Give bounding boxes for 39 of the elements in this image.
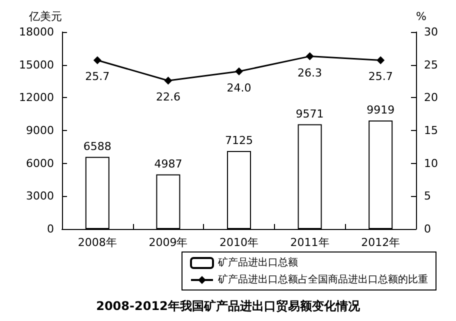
y2-tick-label: 30 — [424, 26, 438, 38]
point — [164, 76, 172, 85]
data-label: 22.6 — [156, 90, 180, 104]
y-axis-title: 亿美元 — [28, 10, 62, 23]
legend-label: 矿产品进出口总额 — [217, 256, 298, 268]
y-tick-label: 6000 — [26, 156, 54, 170]
y2-tick-label: 20 — [424, 91, 438, 104]
data-label: 9919 — [366, 103, 395, 116]
data-label: 7125 — [225, 134, 253, 148]
point — [235, 67, 243, 76]
y2-tick-label: 0 — [424, 222, 431, 236]
y-tick-label: 12000 — [19, 91, 54, 104]
x-tick-label: 2010年 — [220, 236, 258, 249]
y-tick-label: 9000 — [26, 124, 54, 137]
data-label: 25.7 — [85, 70, 110, 84]
y2-tick-label: 5 — [424, 190, 431, 203]
y-tick-label: 15000 — [19, 58, 54, 72]
legend-label: 矿产品进出口总额占全国商品进出口总额的比重 — [217, 274, 428, 286]
y-tick-label: 18000 — [19, 26, 54, 38]
x-tick-label: 2009年 — [148, 236, 188, 249]
y-tick-label: 0 — [47, 222, 54, 236]
x-tick-label: 2008年 — [78, 236, 117, 249]
point — [93, 56, 102, 64]
data-label: 9571 — [296, 107, 324, 120]
data-label: 4987 — [154, 157, 182, 170]
point — [376, 56, 385, 64]
point — [306, 52, 314, 60]
y2-tick-label: 10 — [424, 156, 438, 170]
x-tick-label: 2011年 — [290, 236, 330, 249]
y2-tick-label: 25 — [424, 58, 438, 72]
y2-axis-title: % — [416, 10, 426, 23]
y2-tick-label: 15 — [424, 124, 438, 137]
data-label: 26.3 — [298, 66, 322, 80]
x-tick-label: 2012年 — [361, 236, 400, 249]
text: 2008-2012年我国矿产品进出口贸易额变化情况 — [96, 299, 361, 313]
data-label: 24.0 — [226, 81, 252, 94]
data-label: 25.7 — [368, 70, 393, 84]
y-tick-label: 3000 — [26, 190, 54, 203]
data-label: 6588 — [83, 140, 112, 153]
